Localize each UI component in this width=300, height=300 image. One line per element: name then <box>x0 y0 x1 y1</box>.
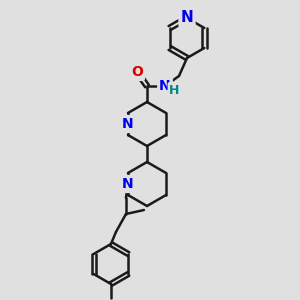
Text: N: N <box>181 11 194 26</box>
Text: O: O <box>131 65 143 79</box>
Text: H: H <box>169 83 179 97</box>
Text: N: N <box>122 177 134 191</box>
Text: N: N <box>122 117 134 131</box>
Text: N: N <box>159 79 171 93</box>
